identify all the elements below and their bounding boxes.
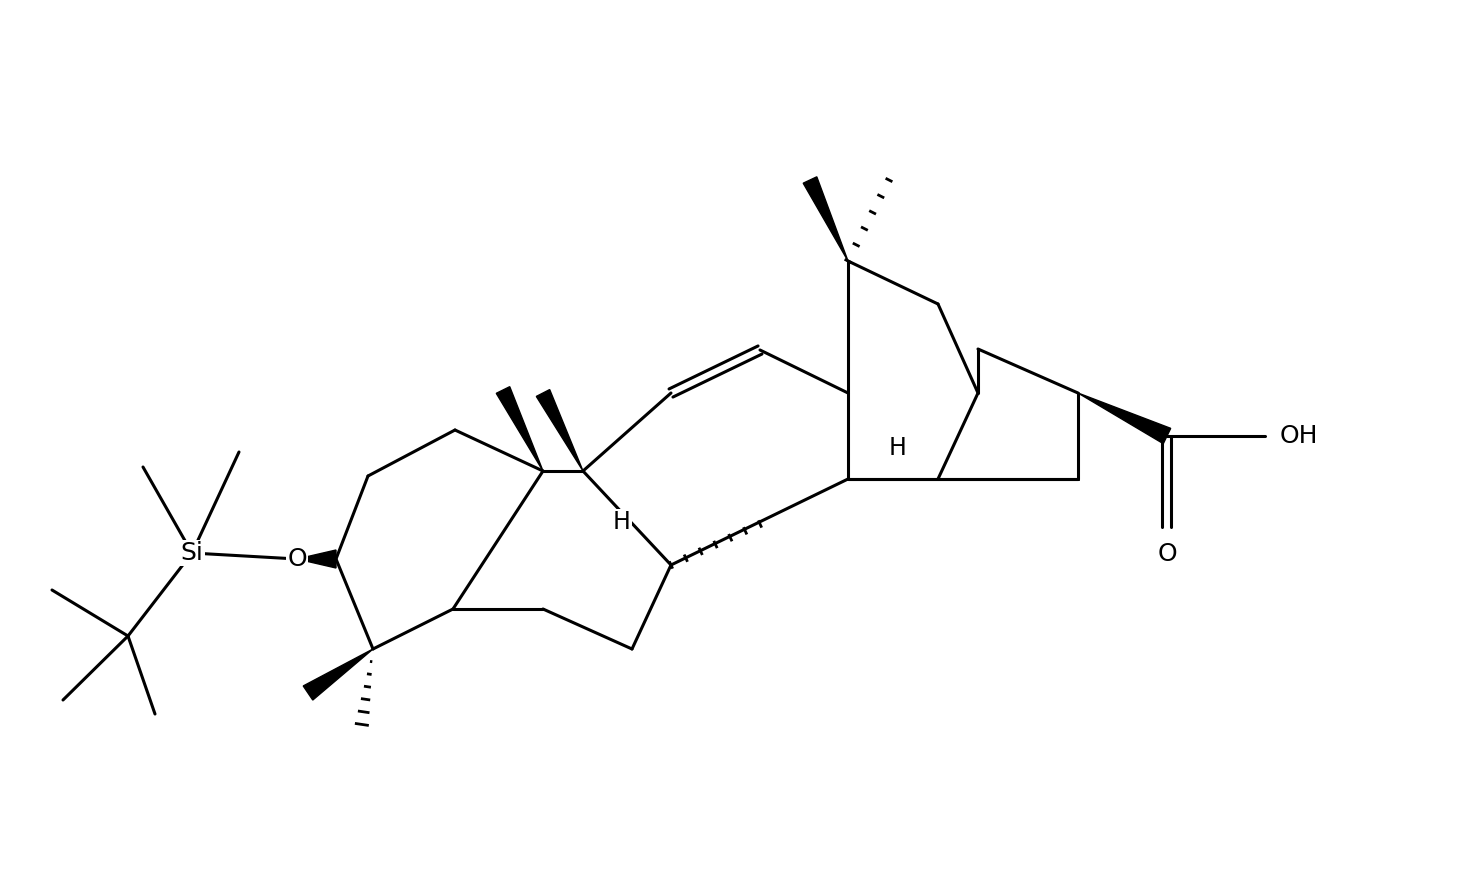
Text: O: O xyxy=(1157,542,1176,566)
Text: H: H xyxy=(889,436,907,460)
Polygon shape xyxy=(536,389,583,471)
Text: O: O xyxy=(287,547,306,571)
Text: OH: OH xyxy=(1281,424,1319,448)
Text: H: H xyxy=(612,510,631,534)
Text: Si: Si xyxy=(181,541,203,565)
Polygon shape xyxy=(804,177,848,261)
Polygon shape xyxy=(303,649,372,700)
Polygon shape xyxy=(297,550,336,568)
Polygon shape xyxy=(1078,393,1170,444)
Polygon shape xyxy=(496,387,543,471)
